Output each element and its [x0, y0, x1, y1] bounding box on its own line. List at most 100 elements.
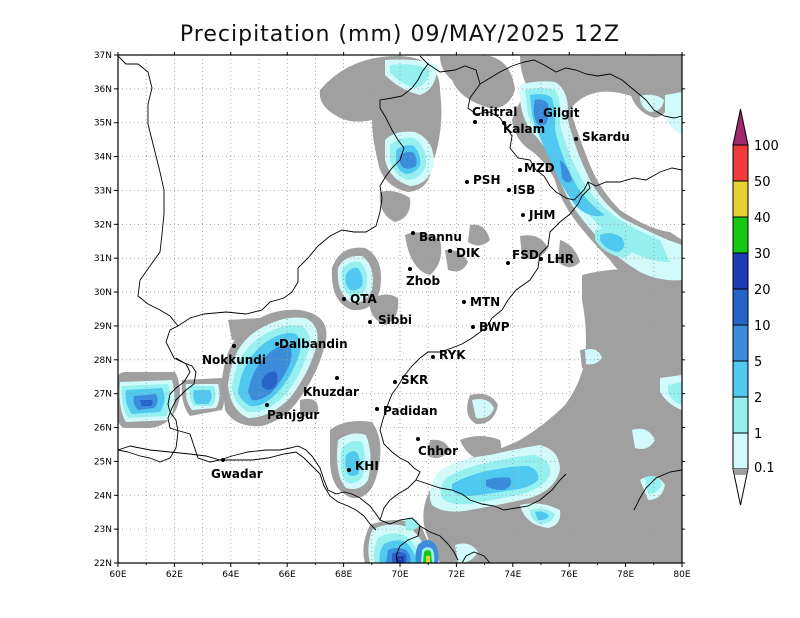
- city-dot: [462, 300, 466, 304]
- lon-tick-label: 72E: [448, 570, 465, 580]
- city-dot: [347, 468, 351, 472]
- afghanistan-iran-border: [118, 55, 179, 327]
- city-label: DIK: [456, 246, 480, 260]
- colorbar-segment: [732, 216, 749, 254]
- colorbar-segment: [732, 144, 749, 182]
- city-label: Zhob: [406, 274, 440, 288]
- city-label: JHM: [528, 208, 555, 222]
- city-dot: [448, 249, 452, 253]
- city-label: PSH: [473, 173, 500, 187]
- lat-tick-label: 33N: [94, 186, 112, 196]
- city-label: BWP: [479, 320, 510, 334]
- colorbar-label: 10: [754, 319, 771, 334]
- lat-tick-label: 24N: [94, 491, 112, 501]
- city-dot: [502, 121, 506, 125]
- city-dot: [221, 458, 225, 462]
- city-label: Chitral: [472, 105, 517, 119]
- precip-hotspot: [415, 540, 439, 563]
- city-label: MZD: [524, 161, 555, 175]
- lon-tick-label: 66E: [279, 570, 296, 580]
- city-dot: [574, 137, 578, 141]
- lat-tick-label: 32N: [94, 220, 112, 230]
- lat-tick-label: 30N: [94, 288, 112, 298]
- colorbar-segment: [732, 360, 749, 398]
- city-dot: [539, 257, 543, 261]
- lon-tick-label: 74E: [504, 570, 521, 580]
- city-dot: [335, 376, 339, 380]
- city-dot: [411, 231, 415, 235]
- colorbar-label: 20: [754, 283, 771, 298]
- axes: 60E 62E 64E 66E 68E 70E 72E 74E 76E 78E 80E 22N 23N 2…: [94, 51, 691, 580]
- city-dot: [506, 261, 510, 265]
- city-label: RYK: [439, 348, 466, 362]
- colorbar-label: 30: [754, 247, 771, 262]
- colorbar-label: 1: [754, 427, 762, 442]
- colorbar-segment: [732, 324, 749, 362]
- city-label: Padidan: [383, 404, 438, 418]
- city-label: Kalam: [503, 122, 545, 136]
- city-label: LHR: [547, 252, 574, 266]
- colorbar-segment: [732, 288, 749, 326]
- city-dot: [375, 407, 379, 411]
- pakistan-border: [165, 63, 591, 522]
- colorbar-segment: [732, 432, 749, 470]
- city-dot: [408, 267, 412, 271]
- grid-lines: [118, 55, 682, 563]
- city-markers: Chitral Gilgit Kalam Skardu MZD PSH ISB JHM Bann…: [202, 105, 630, 481]
- india-coast: [415, 473, 567, 511]
- map-title: Precipitation (mm) 09/MAY/2025 12Z: [180, 22, 620, 47]
- lat-tick-label: 25N: [94, 457, 112, 467]
- city-dot: [416, 437, 420, 441]
- lon-tick-label: 62E: [166, 570, 183, 580]
- city-dot: [393, 380, 397, 384]
- city-dot: [521, 213, 525, 217]
- colorbar-label: 50: [754, 175, 771, 190]
- colorbar: 100 50 40 30 20 10 5 2 1 0.1: [732, 108, 779, 506]
- colorbar-label: 2: [754, 391, 762, 406]
- lat-tick-label: 31N: [94, 254, 112, 264]
- city-label: MTN: [470, 295, 500, 309]
- city-label: Khuzdar: [303, 385, 359, 399]
- city-label: SKR: [401, 373, 428, 387]
- city-dot: [368, 320, 372, 324]
- lat-tick-label: 37N: [94, 51, 112, 61]
- city-dot: [275, 342, 279, 346]
- city-label: Gwadar: [211, 467, 263, 481]
- city-dot: [539, 119, 543, 123]
- lat-tick-label: 34N: [94, 153, 112, 163]
- lon-tick-label: 80E: [673, 570, 690, 580]
- lon-tick-label: 68E: [335, 570, 352, 580]
- city-label: QTA: [350, 292, 377, 306]
- colorbar-gray-band: [733, 469, 748, 475]
- city-dot: [431, 355, 435, 359]
- lon-tick-label: 78E: [617, 570, 634, 580]
- india-china-border: [587, 167, 682, 187]
- colorbar-label: 40: [754, 211, 771, 226]
- lat-tick-label: 28N: [94, 356, 112, 366]
- colorbar-label: 5: [754, 355, 762, 370]
- colorbar-segment: [732, 180, 749, 218]
- iran-border: [118, 357, 191, 463]
- boundaries: [118, 55, 682, 563]
- city-dot: [232, 344, 236, 348]
- lat-tick-label: 36N: [94, 85, 112, 95]
- city-label: KHI: [355, 459, 379, 473]
- makran-coast: [118, 445, 377, 531]
- city-dot: [342, 297, 346, 301]
- lon-tick-label: 70E: [391, 570, 408, 580]
- lon-tick-label: 60E: [109, 570, 126, 580]
- precipitation-shading: [118, 55, 682, 563]
- city-label: Bannu: [419, 230, 462, 244]
- city-dot: [473, 120, 477, 124]
- colorbar-segment: [732, 396, 749, 434]
- city-label: Sibbi: [378, 313, 412, 327]
- colorbar-label: 100: [754, 139, 779, 154]
- kathiawar-coast: [379, 517, 491, 563]
- lat-tick-label: 29N: [94, 322, 112, 332]
- north-border: [419, 55, 682, 119]
- lat-tick-label: 35N: [94, 119, 112, 129]
- city-label: ISB: [513, 183, 535, 197]
- city-dot: [465, 180, 469, 184]
- colorbar-segment: [732, 252, 749, 290]
